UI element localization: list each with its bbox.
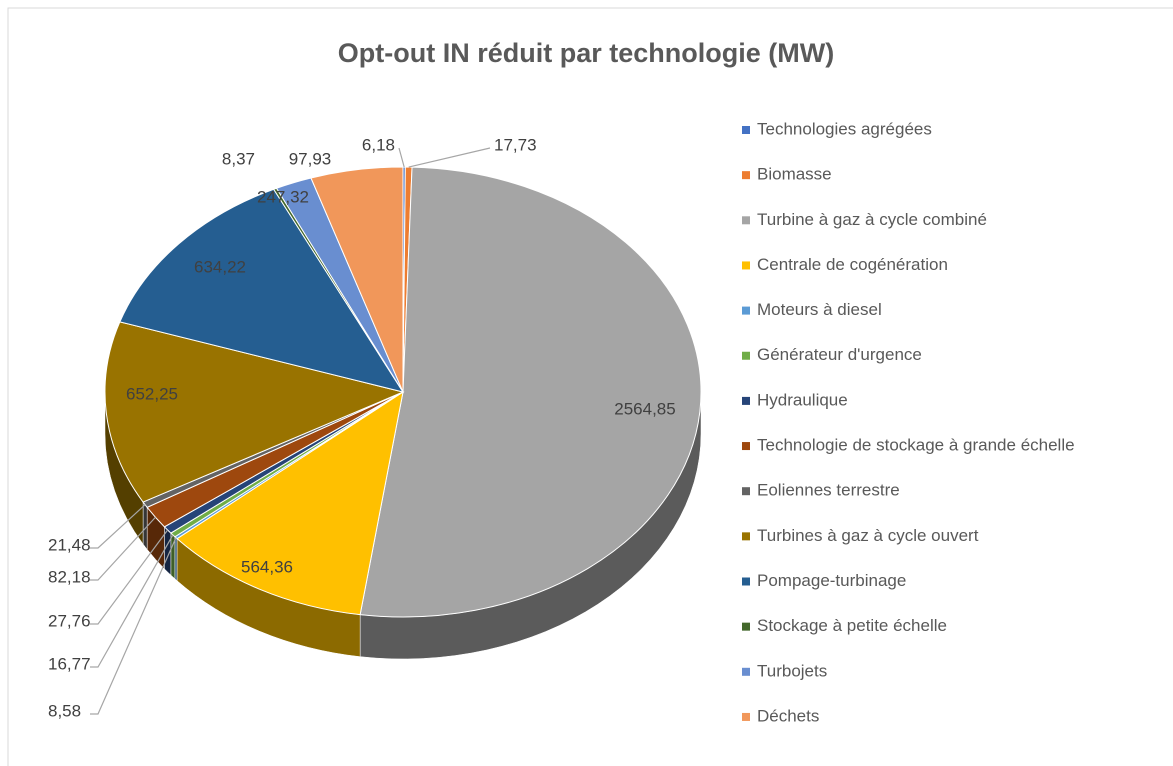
legend-marker: [742, 396, 750, 405]
slice-side: [170, 532, 176, 580]
legend-marker: [742, 532, 750, 541]
legend-marker: [742, 306, 750, 315]
legend-label: Biomasse: [757, 165, 832, 184]
legend-label: Générateur d'urgence: [757, 345, 922, 364]
legend-label: Turbines à gaz à cycle ouvert: [757, 526, 979, 545]
slice: [119, 188, 405, 393]
data-label: 564,36: [241, 557, 293, 576]
leader-line: [408, 147, 491, 168]
legend-label: Déchets: [757, 706, 819, 725]
data-label: 17,73: [494, 135, 537, 154]
slice-side: [174, 536, 178, 582]
legend-marker: [742, 577, 750, 586]
legend-label: Hydraulique: [757, 390, 848, 409]
data-label: 8,58: [48, 701, 81, 720]
leader-line: [90, 516, 156, 581]
legend-marker: [742, 622, 750, 631]
data-label: 8,37: [222, 149, 255, 168]
data-label: 652,25: [126, 384, 178, 403]
leader-line: [90, 529, 169, 625]
legend-marker: [742, 216, 750, 225]
legend-marker: [742, 261, 750, 270]
slice: [359, 166, 702, 618]
legend-marker: [742, 351, 750, 360]
legend-marker: [742, 442, 750, 451]
legend-label: Technologies agrégées: [757, 119, 932, 138]
slice-side: [142, 501, 148, 551]
data-label: 6,18: [362, 135, 395, 154]
data-label: 21,48: [48, 535, 91, 554]
leader-line: [398, 147, 405, 168]
legend-marker: [742, 171, 750, 180]
legend-label: Technologie de stockage à grande échelle: [757, 436, 1075, 455]
leader-line: [90, 537, 177, 715]
slice: [310, 166, 404, 393]
chart-title: Opt-out IN réduit par technologie (MW): [338, 38, 834, 68]
leader-line: [90, 534, 174, 668]
leader-line: [90, 504, 146, 549]
data-label: 2564,85: [614, 399, 675, 418]
legend-label: Pompage-turbinage: [757, 571, 906, 590]
data-label: 247,32: [257, 187, 309, 206]
slice: [176, 390, 404, 616]
data-label: 97,93: [289, 149, 332, 168]
legend-label: Stockage à petite échelle: [757, 616, 947, 635]
slice: [104, 321, 405, 503]
legend-label: Turbojets: [757, 661, 827, 680]
data-label: 27,76: [48, 611, 91, 630]
data-label: 16,77: [48, 654, 91, 673]
legend-marker: [742, 712, 750, 721]
legend-marker: [742, 487, 750, 496]
legend-label: Turbine à gaz à cycle combiné: [757, 210, 987, 229]
data-label: 82,18: [48, 567, 91, 586]
legend-label: Centrale de cogénération: [757, 255, 948, 274]
data-label: 634,22: [194, 257, 246, 276]
legend-marker: [742, 126, 750, 134]
legend-marker: [742, 667, 750, 676]
legend-label: Moteurs à diesel: [757, 300, 882, 319]
legend-label: Eoliennes terrestre: [757, 481, 900, 500]
